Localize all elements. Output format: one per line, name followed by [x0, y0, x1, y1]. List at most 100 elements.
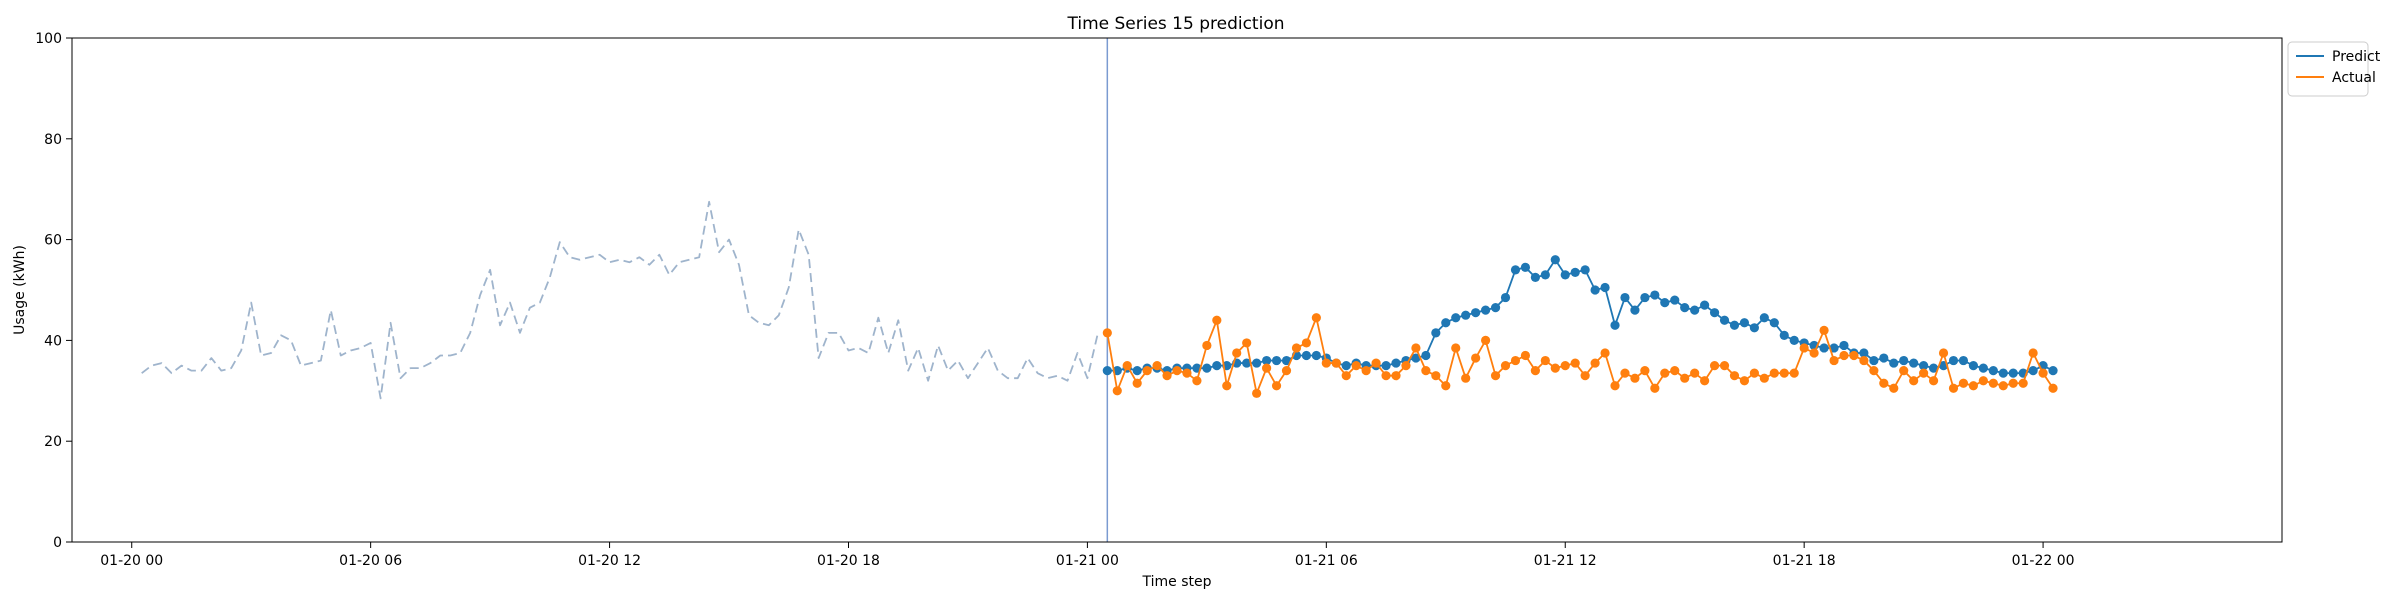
data-point-actual	[1331, 358, 1341, 368]
data-point-actual	[1311, 313, 1321, 323]
data-point-actual	[1919, 368, 1929, 378]
series-points-predict	[1102, 255, 2058, 378]
data-point-predict	[1202, 363, 1212, 373]
data-point-actual	[1570, 358, 1580, 368]
x-axis-title: Time step	[1142, 574, 1212, 590]
data-point-actual	[1729, 371, 1740, 381]
data-point-predict	[1660, 298, 1670, 308]
plot-area	[141, 38, 2058, 542]
data-point-predict	[1889, 358, 1899, 368]
data-point-predict	[1411, 353, 1421, 363]
data-point-actual	[1829, 355, 1839, 366]
data-point-actual	[1640, 366, 1650, 376]
data-point-actual	[1938, 348, 1949, 358]
data-point-actual	[1351, 361, 1361, 371]
data-point-actual	[1819, 325, 1829, 335]
data-point-actual	[1899, 366, 1909, 376]
data-point-actual	[1481, 335, 1491, 345]
data-point-actual	[1471, 353, 1481, 363]
plot-frame	[71, 37, 2283, 543]
data-point-predict	[1281, 355, 1292, 366]
y-tick-label: 20	[44, 434, 62, 450]
data-point-predict	[1978, 363, 1988, 373]
data-point-predict	[1839, 340, 1849, 351]
data-point-predict	[1481, 305, 1491, 315]
x-tick-label: 01-21 06	[1295, 553, 1358, 569]
data-point-actual	[1112, 386, 1122, 396]
data-point-actual	[1500, 361, 1511, 371]
data-point-actual	[1580, 371, 1590, 381]
data-point-actual	[1271, 381, 1282, 391]
data-point-actual	[1610, 381, 1620, 391]
y-tick-label: 40	[44, 333, 62, 349]
data-point-predict	[1640, 292, 1650, 303]
data-point-actual	[1381, 371, 1391, 381]
data-point-predict	[1709, 308, 1720, 318]
x-tick-label: 01-20 12	[578, 553, 641, 569]
data-point-actual	[1660, 368, 1670, 378]
data-point-actual	[1590, 358, 1600, 368]
x-tick-label: 01-20 00	[100, 553, 163, 569]
data-point-actual	[1968, 381, 1978, 391]
data-point-actual	[1809, 348, 1819, 358]
data-point-predict	[1590, 285, 1600, 295]
data-point-predict	[1700, 300, 1710, 310]
data-point-predict	[1421, 350, 1431, 361]
data-point-predict	[1819, 343, 1829, 353]
legend-label-actual: Actual	[2332, 70, 2376, 86]
data-point-predict	[1680, 303, 1690, 313]
data-point-predict	[1909, 358, 1919, 368]
data-point-predict	[1690, 305, 1700, 315]
data-point-predict	[1749, 323, 1759, 333]
data-point-actual	[1371, 358, 1381, 368]
data-point-actual	[1431, 371, 1441, 381]
legend-label-predict: Predict	[2332, 49, 2381, 65]
y-tick-label: 60	[44, 233, 62, 249]
data-point-actual	[1291, 343, 1302, 353]
data-point-actual	[1242, 338, 1252, 348]
data-point-predict	[1879, 353, 1889, 363]
data-point-actual	[1958, 378, 1969, 388]
data-point-predict	[2008, 368, 2018, 378]
data-point-actual	[1540, 355, 1550, 366]
data-point-actual	[1132, 378, 1142, 388]
data-point-predict	[1381, 361, 1391, 371]
data-point-predict	[1919, 361, 1929, 371]
x-tick-label: 01-21 00	[1056, 553, 1119, 569]
data-point-actual	[1948, 383, 1959, 393]
data-point-actual	[1281, 366, 1292, 376]
data-point-predict	[1719, 315, 1730, 325]
data-point-actual	[1162, 371, 1172, 381]
data-point-actual	[2008, 378, 2018, 388]
data-point-actual	[1779, 368, 1789, 378]
series-line-history	[141, 200, 1099, 400]
data-point-predict	[1441, 318, 1451, 328]
data-point-actual	[1600, 348, 1610, 358]
y-axis-title: Usage (kWh)	[12, 245, 28, 335]
data-point-actual	[1700, 376, 1710, 386]
y-tick-label: 0	[53, 535, 62, 551]
data-point-predict	[1928, 363, 1939, 373]
data-point-actual	[1252, 388, 1262, 398]
data-point-actual	[1461, 373, 1471, 383]
data-point-actual	[1889, 383, 1899, 393]
data-point-actual	[1202, 340, 1212, 351]
data-point-actual	[1490, 371, 1501, 381]
data-point-actual	[1670, 366, 1680, 376]
data-point-predict	[1739, 318, 1750, 328]
data-point-actual	[1928, 376, 1939, 386]
data-point-predict	[1630, 305, 1640, 315]
data-point-predict	[1829, 343, 1839, 353]
data-point-actual	[1391, 371, 1401, 381]
data-point-actual	[1520, 350, 1531, 361]
data-point-actual	[1142, 366, 1152, 376]
data-point-predict	[1391, 358, 1401, 368]
data-point-actual	[1709, 361, 1720, 371]
data-point-actual	[1530, 366, 1540, 376]
data-point-predict	[1789, 335, 1799, 345]
data-point-actual	[1411, 343, 1421, 353]
data-point-predict	[1461, 310, 1471, 320]
data-point-predict	[1570, 267, 1580, 277]
data-point-actual	[1102, 328, 1112, 338]
data-point-predict	[1311, 350, 1321, 361]
